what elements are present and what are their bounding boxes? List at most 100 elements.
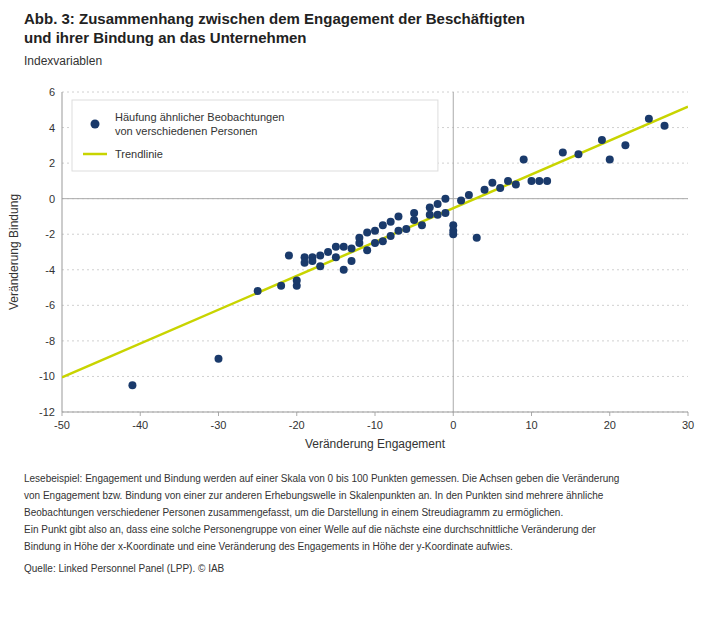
scatter-point	[661, 122, 669, 130]
source: Quelle: Linked Personnel Panel (LPP). © …	[24, 563, 225, 574]
scatter-point	[301, 259, 309, 267]
x-axis	[62, 412, 688, 413]
scatter-point	[254, 287, 262, 295]
grid-line	[62, 198, 688, 199]
legend-label-line: Trendlinie	[115, 148, 163, 160]
scatter-point	[410, 209, 418, 217]
y-tick-label: 0	[49, 193, 55, 205]
scatter-point	[371, 227, 379, 235]
zero-line-x	[453, 92, 454, 412]
x-tick	[531, 412, 532, 416]
x-tick-label: -10	[367, 419, 383, 431]
scatter-point	[371, 239, 379, 247]
y-tick-label: 4	[49, 122, 55, 134]
y-tick-label: 6	[49, 86, 55, 98]
x-tick-label: 10	[525, 419, 537, 431]
y-tick-label: 2	[49, 157, 55, 169]
x-tick	[140, 412, 141, 416]
scatter-point	[308, 257, 316, 265]
grid-line	[62, 269, 688, 270]
x-tick	[218, 412, 219, 416]
scatter-point	[574, 150, 582, 158]
scatter-point	[434, 200, 442, 208]
title-line: Abb. 3: Zusammenhang zwischen dem Engage…	[24, 10, 525, 27]
title-line: und ihrer Bindung an das Unternehmen	[24, 29, 307, 46]
scatter-point	[355, 234, 363, 242]
legend-label-line: von verschiedenen Personen	[115, 125, 257, 137]
y-tick-label: -8	[45, 335, 55, 347]
scatter-point	[512, 180, 520, 188]
scatter-point	[387, 218, 395, 226]
y-tick-label: -6	[45, 299, 55, 311]
background	[0, 0, 710, 626]
scatter-point	[340, 243, 348, 251]
x-tick	[688, 412, 689, 416]
scatter-point	[606, 156, 614, 164]
scatter-point	[645, 115, 653, 123]
scatter-point	[379, 221, 387, 229]
scatter-point	[332, 253, 340, 261]
scatter-point	[426, 204, 434, 212]
scatter-point	[316, 262, 324, 270]
scatter-point	[348, 257, 356, 265]
scatter-point	[277, 282, 285, 290]
legend-swatch	[83, 153, 107, 156]
y-axis-label: Veränderung Bindung	[7, 194, 21, 310]
scatter-point	[324, 248, 332, 256]
scatter-point	[348, 244, 356, 252]
legend: Häufung ähnlicher Beobachtungenvon versc…	[72, 100, 438, 171]
scatter-point	[434, 211, 442, 219]
scatter-point	[285, 252, 293, 260]
scatter-point	[488, 179, 496, 187]
scatter-point	[410, 216, 418, 224]
legend-label: Häufung ähnlicher Beobachtungenvon versc…	[115, 111, 284, 137]
y-tick-label: -4	[45, 264, 55, 276]
grid-line	[62, 305, 688, 306]
legend-frame	[72, 100, 438, 171]
footnote: Lesebeispiel: Engagement und Bindung wer…	[24, 473, 619, 484]
scatter-point	[441, 195, 449, 203]
scatter-point	[473, 234, 481, 242]
x-tick	[375, 412, 376, 416]
legend-swatch	[91, 120, 100, 129]
scatter-point	[426, 211, 434, 219]
legend-label: Trendlinie	[115, 148, 163, 160]
scatter-point	[402, 225, 410, 233]
footnote: Beobachtungen verschiedener Personen zus…	[24, 507, 563, 518]
x-tick-label: 30	[682, 419, 694, 431]
x-tick	[296, 412, 297, 416]
scatter-point	[535, 177, 543, 185]
scatter-point	[481, 186, 489, 194]
x-tick-label: -40	[132, 419, 148, 431]
grid	[62, 92, 688, 412]
footnote: Bindung in Höhe der x-Koordinate und ein…	[24, 541, 513, 552]
x-tick	[609, 412, 610, 416]
scatter-point	[293, 276, 301, 284]
scatter-point	[528, 177, 536, 185]
grid-line	[62, 376, 688, 377]
scatter-point	[496, 184, 504, 192]
x-tick-label: -30	[211, 419, 227, 431]
y-tick-label: -2	[45, 228, 55, 240]
x-tick-label: -50	[54, 419, 70, 431]
grid-line	[62, 340, 688, 341]
footnote: von Engagement bzw. Bindung von einer zu…	[24, 490, 604, 501]
scatter-point	[340, 266, 348, 274]
y-axis	[62, 92, 63, 412]
scatter-point	[504, 177, 512, 185]
grid-line	[62, 92, 688, 93]
x-tick	[62, 412, 63, 416]
scatter-point	[394, 212, 402, 220]
y-tick-label: -12	[39, 406, 55, 418]
scatter-point	[598, 136, 606, 144]
scatter-point	[457, 196, 465, 204]
scatter-point	[543, 177, 551, 185]
subtitle: Indexvariablen	[24, 54, 102, 68]
grid-line	[62, 412, 688, 413]
scatter-point	[449, 221, 457, 229]
scatter-point	[379, 237, 387, 245]
x-tick-label: -20	[289, 419, 305, 431]
scatter-point	[441, 209, 449, 217]
scatter-point	[621, 141, 629, 149]
title: Abb. 3: Zusammenhang zwischen dem Engage…	[24, 10, 525, 46]
